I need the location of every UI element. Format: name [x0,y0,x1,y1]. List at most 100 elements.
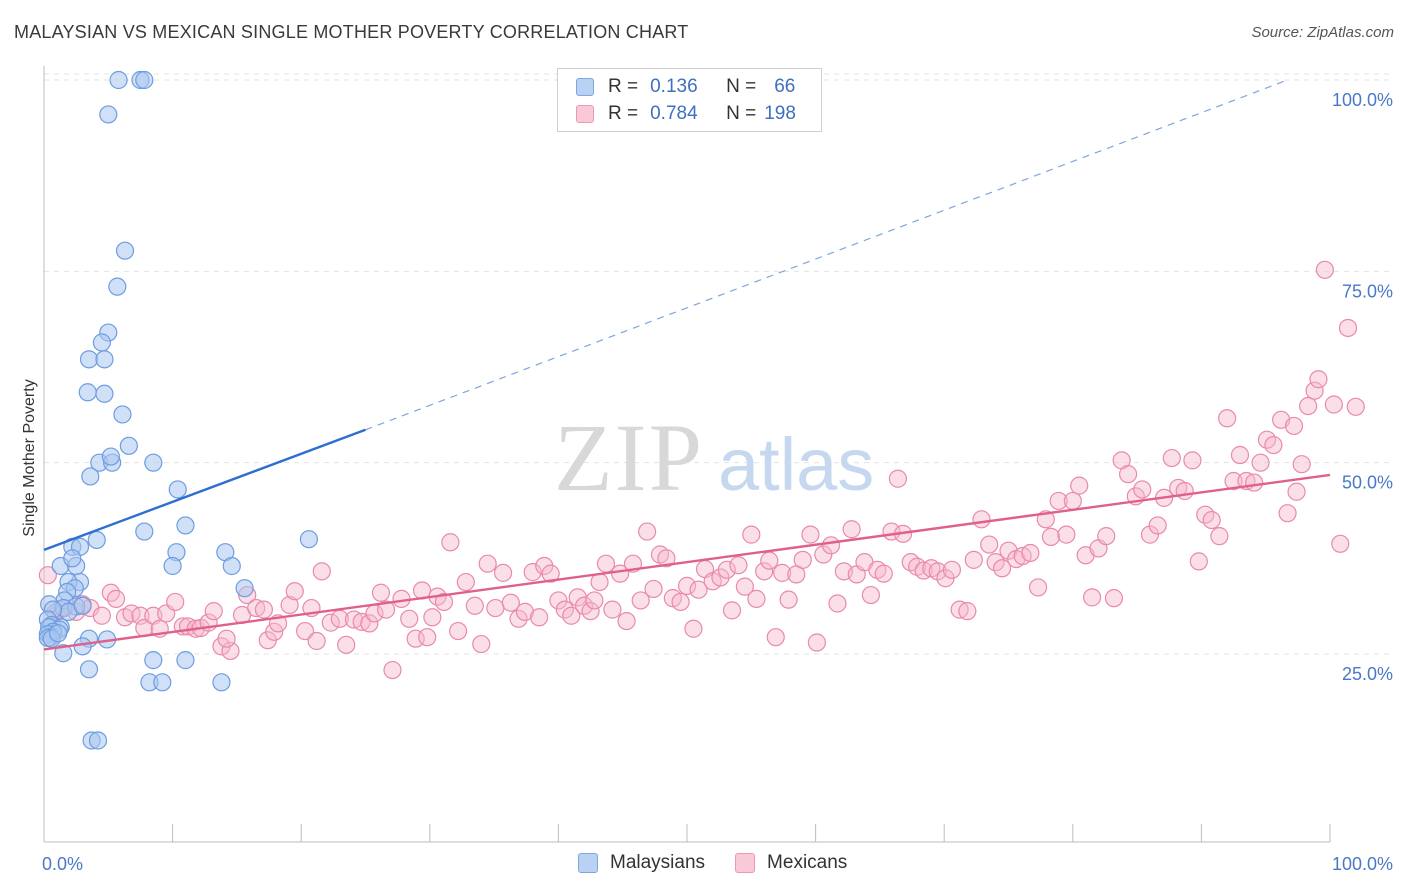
mexican-point [742,525,761,544]
mexican-point [717,560,736,579]
bottom-legend: Malaysians Mexicans [578,852,877,874]
malaysian-point [176,651,195,670]
mexican-point [549,591,568,610]
legend-row-malaysians: R = 0.136 N = 66 [576,75,795,99]
mexican-point [1097,527,1116,546]
mexican-point [562,606,581,625]
mexican-point [1104,589,1124,608]
mexican-point [901,553,920,572]
mexican-point [541,564,560,583]
legend-row-mexicans: R = 0.784 N = 198 [576,102,796,126]
x-tick-label: 100.0% [1332,854,1393,874]
mexican-point [441,533,460,552]
malaysian-point [176,516,195,535]
malaysian-point [63,549,82,568]
mexican-point [677,576,697,595]
mexican-point [747,589,766,608]
mexican-point [1230,445,1250,465]
trend-layer [43,79,1331,651]
bottom-legend-mexicans: Mexicans [735,852,847,874]
mexican-point [456,572,475,592]
mexican-point [1218,409,1237,428]
mexican-point [1299,396,1318,416]
mexican-point [1346,397,1365,416]
malaysian-point [115,241,135,260]
mexican-point [980,535,999,554]
mexican-point [801,525,820,544]
mexicans-trend-line [43,473,1331,651]
mexican-point [992,559,1012,578]
axes-layer [43,66,1331,843]
mexican-point [1305,381,1324,400]
mexican-point [603,600,622,619]
mexican-point [486,598,505,618]
malaysian-point [87,530,106,550]
legend-r-label: R = [608,76,639,97]
mexican-point [1309,370,1328,389]
mexican-point [352,612,371,631]
mexican-point [779,590,798,609]
mexican-point [1082,588,1102,607]
mexican-point [1021,543,1040,563]
malaysian-point [299,530,319,549]
mexican-point [383,660,402,680]
mexican-point [1189,552,1208,571]
bottom-legend-label-mexicans: Mexicans [767,852,848,873]
watermark: ZIP atlas [554,404,874,511]
mexican-point [307,631,326,651]
mexican-point [1338,318,1358,338]
malaysian-point [78,383,97,402]
mexican-point [958,602,977,621]
mexican-point [1264,435,1283,455]
malaysian-point [92,333,111,352]
legend-n-label: N = [726,103,757,124]
mexican-point [1183,451,1202,470]
x-tick-label: 0.0% [42,854,83,874]
malaysian-point [95,384,114,403]
mexican-point [793,550,812,569]
malaysian-point [79,660,99,679]
mexican-point [472,634,491,654]
malaysian-point [144,453,163,472]
mexican-point [312,562,331,581]
bottom-legend-label-malaysians: Malaysians [610,852,706,873]
legend-r-label: R = [608,103,639,124]
stats-legend: R = 0.136 N = 66 R = 0.784 N = 198 [557,68,822,132]
malaysian-point [113,405,132,424]
mexican-point [376,600,396,619]
mexican-point [1245,473,1264,492]
grid-layer [44,73,1392,655]
malaysian-point [49,624,68,643]
mexican-point [494,563,513,582]
mexican-point [515,602,535,622]
legend-n-value: 198 [764,103,796,124]
watermark-atlas: atlas [718,423,874,506]
malaysian-point [101,447,120,466]
mexican-point [1331,534,1350,553]
mexican-point [842,520,861,539]
mexican-point [814,545,833,564]
mexican-point [611,564,630,583]
mexican-point [38,566,57,585]
mexican-point [928,562,947,581]
mexican-point [509,609,528,628]
mexican-point [1070,476,1089,495]
mexican-point [247,598,266,618]
mexican-point [689,580,708,599]
malaysian-point [235,579,254,598]
mexican-point [942,560,962,579]
malaysian-point [222,556,241,576]
mexican-point [729,556,748,575]
malaysian-point [81,467,100,486]
mexican-point [106,589,126,608]
mexican-point [631,591,650,610]
malaysian-point [168,480,187,499]
y-tick-label: 50.0% [1342,473,1393,493]
malaysian-point [144,651,163,670]
mexican-point [423,608,442,627]
mexican-point [523,563,542,582]
bottom-legend-swatch-mexicans [735,853,756,873]
malaysian-point [54,644,73,663]
malaysians-trend-extension [365,79,1288,431]
mexican-point [1287,482,1306,501]
